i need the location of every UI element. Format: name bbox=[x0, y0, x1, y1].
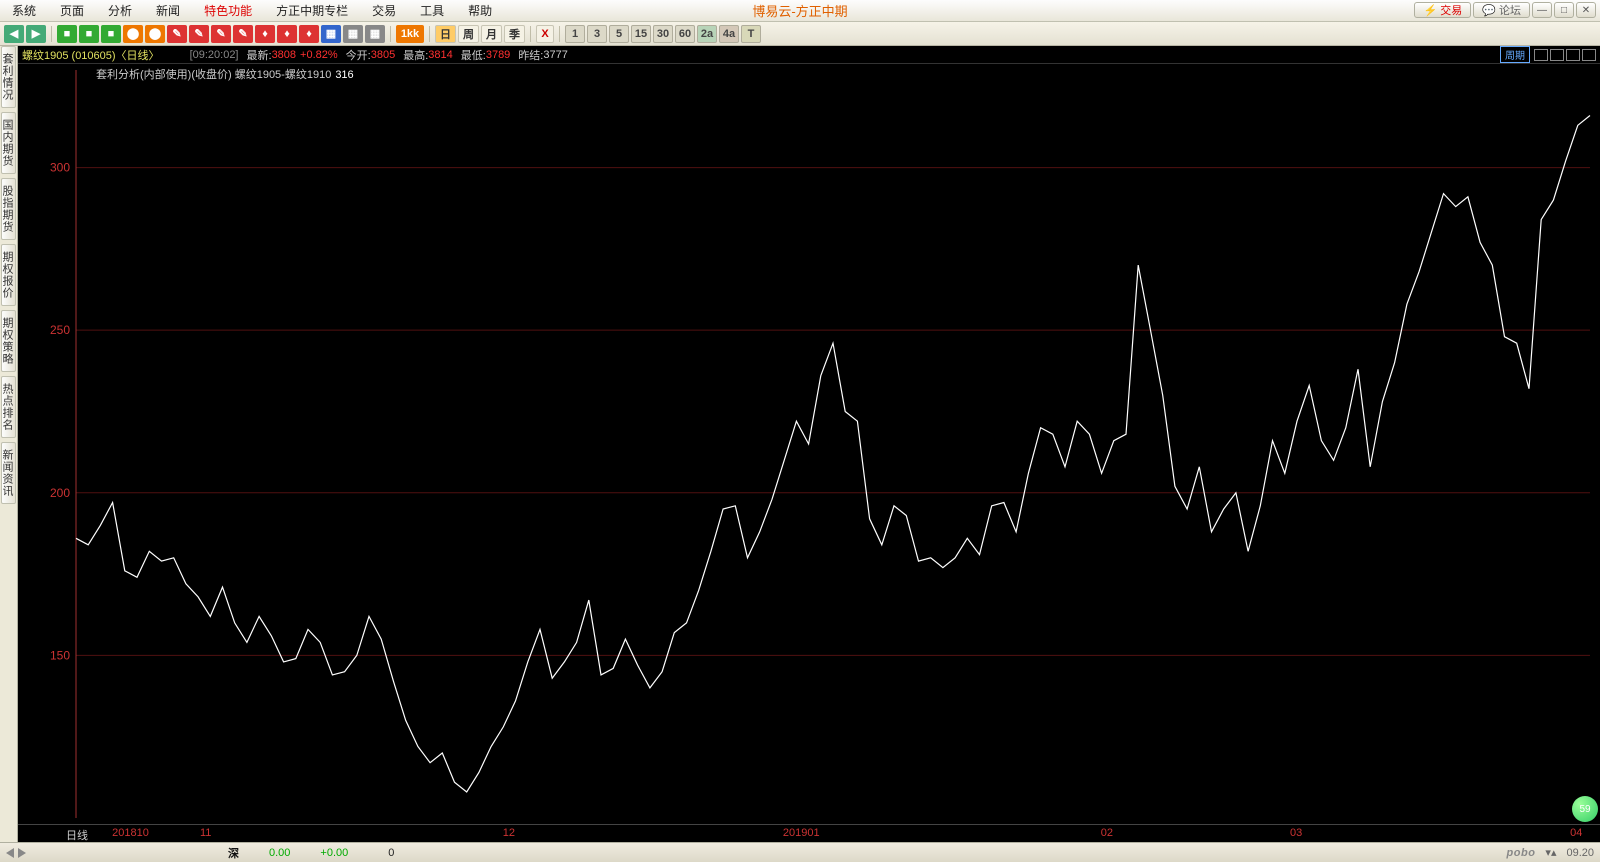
tool-icon[interactable]: ■ bbox=[79, 25, 99, 43]
forum-button[interactable]: 💬 论坛 bbox=[1473, 2, 1530, 18]
period-quarter[interactable]: 季 bbox=[504, 25, 525, 43]
tool-icon[interactable]: ✎ bbox=[211, 25, 231, 43]
brand-label: pobo bbox=[1507, 847, 1536, 859]
tail-t[interactable]: T bbox=[741, 25, 761, 43]
chart-legend: 套利分析(内部使用)(收盘价) 螺纹1905-螺纹1910316 bbox=[96, 66, 354, 82]
period-week[interactable]: 周 bbox=[458, 25, 479, 43]
sidetab-option-strategy[interactable]: 期权策略 bbox=[1, 310, 16, 372]
svg-text:200: 200 bbox=[50, 486, 70, 500]
sidetab-arbitrage[interactable]: 套利情况 bbox=[1, 46, 16, 108]
toolbar: ◀ ▶ ■ ■ ■ ⬤ ⬤ ✎ ✎ ✎ ✎ ♦ ♦ ♦ ▦ ▦ ▦ 1kk 日 … bbox=[0, 22, 1600, 46]
menu-page[interactable]: 页面 bbox=[48, 2, 96, 19]
chart-panel: 螺纹1905 (010605)〈日线〉 [09:20:02] 最新:3808 +… bbox=[18, 46, 1600, 842]
quote-info-line: 螺纹1905 (010605)〈日线〉 [09:20:02] 最新:3808 +… bbox=[18, 46, 1600, 64]
interval-15[interactable]: 15 bbox=[631, 25, 651, 43]
menu-help[interactable]: 帮助 bbox=[456, 2, 504, 19]
floating-badge[interactable]: 59 bbox=[1572, 796, 1598, 822]
interval-3[interactable]: 3 bbox=[587, 25, 607, 43]
menu-system[interactable]: 系统 bbox=[0, 2, 48, 19]
period-day[interactable]: 日 bbox=[435, 25, 456, 43]
sidetab-option-quote[interactable]: 期权报价 bbox=[1, 244, 16, 306]
chart-x-axis: 日线 2018101112201901020304 bbox=[18, 824, 1600, 842]
status-bar: 深 0.00 +0.00 0 pobo ▾▴ 09.20 bbox=[0, 842, 1600, 862]
tail-4a[interactable]: 4a bbox=[719, 25, 739, 43]
x-button[interactable]: X bbox=[536, 25, 554, 43]
interval-30[interactable]: 30 bbox=[653, 25, 673, 43]
layout-icon[interactable] bbox=[1566, 49, 1580, 61]
layout-icons bbox=[1534, 49, 1596, 61]
layout-icon[interactable] bbox=[1550, 49, 1564, 61]
interval-5[interactable]: 5 bbox=[609, 25, 629, 43]
nav-forward-icon[interactable]: ▶ bbox=[26, 25, 46, 43]
nav-back-icon[interactable]: ◀ bbox=[4, 25, 24, 43]
interval-60[interactable]: 60 bbox=[675, 25, 695, 43]
tail-2a[interactable]: 2a bbox=[697, 25, 717, 43]
tool-icon[interactable]: ✎ bbox=[233, 25, 253, 43]
menu-column[interactable]: 方正中期专栏 bbox=[264, 2, 360, 19]
svg-text:150: 150 bbox=[50, 648, 70, 662]
menu-special[interactable]: 特色功能 bbox=[192, 2, 264, 19]
chart-area[interactable]: 套利分析(内部使用)(收盘价) 螺纹1905-螺纹1910316 150 200 2… bbox=[18, 64, 1600, 824]
status-next-icon[interactable] bbox=[18, 848, 26, 858]
maximize-button[interactable]: □ bbox=[1554, 2, 1574, 18]
tool-icon[interactable]: ▦ bbox=[343, 25, 363, 43]
trade-button[interactable]: ⚡ 交易 bbox=[1414, 2, 1471, 18]
tool-icon[interactable]: ✎ bbox=[189, 25, 209, 43]
tool-icon[interactable]: ✎ bbox=[167, 25, 187, 43]
svg-text:250: 250 bbox=[50, 323, 70, 337]
tool-icon[interactable]: ■ bbox=[57, 25, 77, 43]
app-title: 博易云-方正中期 bbox=[752, 1, 847, 20]
period-tag[interactable]: 周期 bbox=[1500, 46, 1530, 63]
tool-icon[interactable]: ♦ bbox=[277, 25, 297, 43]
side-tabs: 套利情况 国内期货 股指期货 期权报价 期权策略 热点排名 新闻资讯 bbox=[0, 46, 18, 842]
layout-icon[interactable] bbox=[1582, 49, 1596, 61]
sidetab-index[interactable]: 股指期货 bbox=[1, 178, 16, 240]
tool-icon[interactable]: ⬤ bbox=[145, 25, 165, 43]
status-market: 深 bbox=[228, 845, 239, 861]
quote-time: [09:20:02] bbox=[190, 49, 239, 61]
status-prev-icon[interactable] bbox=[6, 848, 14, 858]
svg-text:300: 300 bbox=[50, 161, 70, 175]
interval-1[interactable]: 1 bbox=[565, 25, 585, 43]
tool-icon[interactable]: ♦ bbox=[299, 25, 319, 43]
tool-icon[interactable]: ⬤ bbox=[123, 25, 143, 43]
window-buttons: ⚡ 交易 💬 论坛 — □ ✕ bbox=[1414, 2, 1596, 18]
menu-bar: 系统 页面 分析 新闻 特色功能 方正中期专栏 交易 工具 帮助 博易云-方正中… bbox=[0, 0, 1600, 22]
spread-line-chart: 150 200 250 300 bbox=[18, 64, 1600, 824]
menu-news[interactable]: 新闻 bbox=[144, 2, 192, 19]
symbol-name: 螺纹1905 (010605)〈日线〉 bbox=[22, 47, 160, 63]
tool-icon[interactable]: ▦ bbox=[365, 25, 385, 43]
period-month[interactable]: 月 bbox=[481, 25, 502, 43]
sidetab-domestic[interactable]: 国内期货 bbox=[1, 112, 16, 174]
tool-icon[interactable]: ■ bbox=[101, 25, 121, 43]
1kk-button[interactable]: 1kk bbox=[396, 25, 424, 43]
menu-tools[interactable]: 工具 bbox=[408, 2, 456, 19]
menu-trade[interactable]: 交易 bbox=[360, 2, 408, 19]
close-button[interactable]: ✕ bbox=[1576, 2, 1596, 18]
minimize-button[interactable]: — bbox=[1532, 2, 1552, 18]
tool-icon[interactable]: ♦ bbox=[255, 25, 275, 43]
sidetab-news[interactable]: 新闻资讯 bbox=[1, 442, 16, 504]
clock: 09.20 bbox=[1566, 847, 1594, 859]
layout-icon[interactable] bbox=[1534, 49, 1548, 61]
tool-icon[interactable]: ▦ bbox=[321, 25, 341, 43]
signal-icon: ▾▴ bbox=[1545, 846, 1556, 859]
sidetab-hot[interactable]: 热点排名 bbox=[1, 376, 16, 438]
menu-analysis[interactable]: 分析 bbox=[96, 2, 144, 19]
